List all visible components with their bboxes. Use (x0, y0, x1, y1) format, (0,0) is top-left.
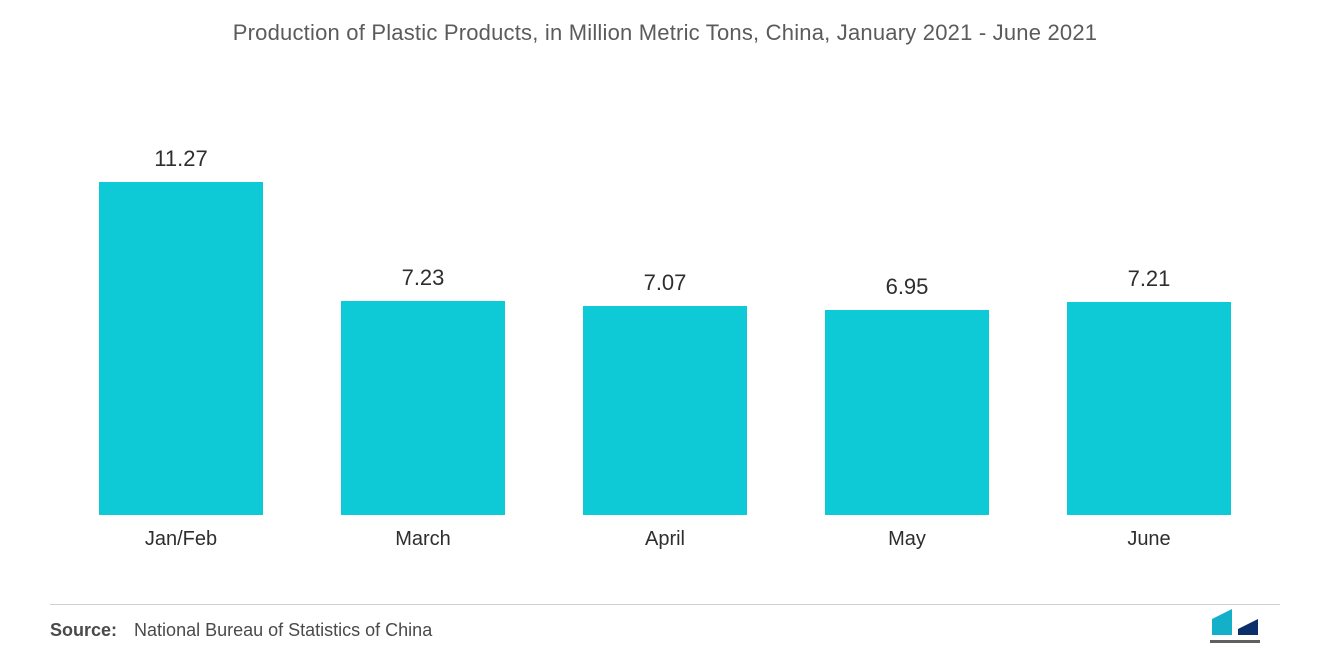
source-label: Source: (50, 620, 117, 640)
x-tick-label: Jan/Feb (60, 528, 302, 551)
x-tick-label: May (786, 528, 1028, 551)
chart-plot-area: 11.27 7.23 7.07 6.95 7.21 (50, 146, 1280, 516)
source-line: Source: National Bureau of Statistics of… (50, 620, 432, 641)
bar-value-label: 7.07 (644, 270, 687, 296)
bar-value-label: 7.23 (402, 265, 445, 291)
chart-container: Production of Plastic Products, in Milli… (0, 0, 1320, 665)
bar-rect (1067, 302, 1232, 515)
bar-value-label: 6.95 (886, 274, 929, 300)
brand-logo-icon (1208, 607, 1280, 645)
bar-slot: 7.21 (1028, 146, 1270, 515)
chart-bars: 11.27 7.23 7.07 6.95 7.21 (50, 146, 1280, 515)
bar-slot: 11.27 (60, 146, 302, 515)
footer-divider (50, 604, 1280, 605)
bar-slot: 6.95 (786, 146, 1028, 515)
bar-rect (99, 182, 264, 515)
bar-slot: 7.07 (544, 146, 786, 515)
source-text: National Bureau of Statistics of China (134, 620, 432, 640)
chart-x-axis: Jan/FebMarchAprilMayJune (50, 516, 1280, 551)
bar-value-label: 7.21 (1128, 266, 1171, 292)
bar-value-label: 11.27 (154, 146, 207, 172)
bar-slot: 7.23 (302, 146, 544, 515)
bar-rect (341, 301, 506, 515)
x-tick-label: April (544, 528, 786, 551)
x-tick-label: June (1028, 528, 1270, 551)
x-tick-label: March (302, 528, 544, 551)
chart-title: Production of Plastic Products, in Milli… (50, 20, 1280, 46)
bar-rect (825, 310, 990, 515)
bar-rect (583, 306, 748, 515)
